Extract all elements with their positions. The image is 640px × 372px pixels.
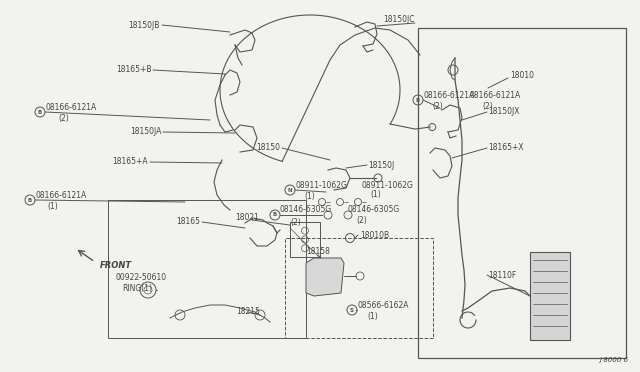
Text: (2): (2)	[432, 103, 443, 112]
Text: FRONT: FRONT	[100, 260, 132, 269]
Text: B: B	[28, 198, 32, 202]
Text: B: B	[273, 212, 277, 218]
Text: (2): (2)	[482, 102, 493, 110]
Text: 08166-6121A: 08166-6121A	[470, 92, 521, 100]
Text: 18150JB: 18150JB	[129, 20, 160, 29]
Text: (1): (1)	[370, 190, 381, 199]
Text: 08166-6121A: 08166-6121A	[46, 103, 97, 112]
Text: 08146-6305G: 08146-6305G	[348, 205, 400, 215]
Text: N: N	[288, 187, 292, 192]
Text: 08146-6305G: 08146-6305G	[280, 205, 332, 215]
Polygon shape	[306, 258, 344, 296]
Text: J 8000 6: J 8000 6	[599, 357, 628, 363]
Text: 18165: 18165	[176, 218, 200, 227]
Text: 08911-1062G: 08911-1062G	[362, 180, 414, 189]
Text: 08166-6121A: 08166-6121A	[424, 92, 476, 100]
Text: 08166-6121A: 08166-6121A	[35, 192, 86, 201]
Text: 18150JX: 18150JX	[488, 108, 520, 116]
Bar	[108, 200, 306, 338]
Text: S: S	[350, 308, 354, 312]
Text: 18165+A: 18165+A	[113, 157, 148, 167]
Text: 08911-1062G: 08911-1062G	[295, 180, 347, 189]
Text: 18165+B: 18165+B	[116, 65, 152, 74]
Text: (2): (2)	[290, 218, 301, 227]
Text: RING(1): RING(1)	[122, 283, 152, 292]
Bar	[285, 238, 433, 338]
Bar	[290, 222, 320, 257]
Text: 00922-50610: 00922-50610	[115, 273, 166, 282]
Text: 18110F: 18110F	[488, 270, 516, 279]
Text: 18150: 18150	[256, 144, 280, 153]
Text: 18021: 18021	[235, 214, 259, 222]
Text: B: B	[416, 97, 420, 103]
Bar	[418, 28, 626, 358]
Text: (1): (1)	[47, 202, 58, 212]
Text: 18150J: 18150J	[368, 160, 394, 170]
Text: 18150JC: 18150JC	[383, 16, 415, 25]
Text: B: B	[38, 109, 42, 115]
Bar	[530, 252, 570, 340]
Text: 18010: 18010	[510, 71, 534, 80]
Text: 18158: 18158	[306, 247, 330, 257]
Text: (2): (2)	[356, 215, 367, 224]
Text: 18010B: 18010B	[360, 231, 389, 240]
Text: 08566-6162A: 08566-6162A	[357, 301, 408, 310]
Text: (1): (1)	[304, 192, 315, 201]
Text: 18150JA: 18150JA	[131, 128, 162, 137]
Text: (1): (1)	[367, 311, 378, 321]
Text: 18215: 18215	[236, 308, 260, 317]
Text: (2): (2)	[58, 113, 68, 122]
Text: 18165+X: 18165+X	[488, 144, 524, 153]
